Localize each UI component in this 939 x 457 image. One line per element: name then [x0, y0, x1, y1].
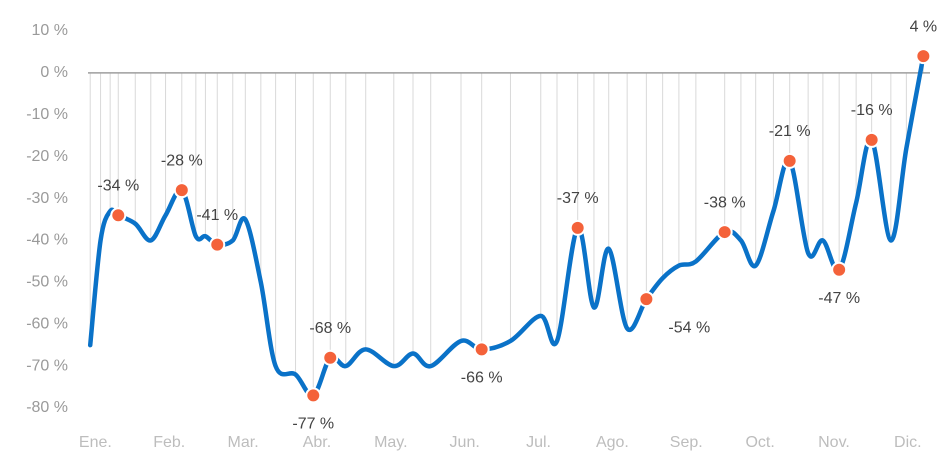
data-label: -77 %	[292, 416, 334, 433]
y-tick-label: -80 %	[26, 399, 68, 416]
marker	[781, 152, 798, 169]
x-tick-label: Ago.	[596, 434, 629, 451]
marker	[305, 387, 322, 404]
x-tick-label: May.	[374, 434, 407, 451]
data-label: -41 %	[196, 207, 238, 224]
data-label: -47 %	[818, 290, 860, 307]
x-tick-label: Jun.	[450, 434, 480, 451]
x-tick-label: Sep.	[670, 434, 703, 451]
y-tick-label: 10 %	[32, 22, 68, 39]
marker	[638, 291, 655, 308]
y-tick-label: -40 %	[26, 232, 68, 249]
x-tick-label: Jul.	[526, 434, 551, 451]
x-tick-label: Mar.	[228, 434, 259, 451]
data-label: -34 %	[97, 178, 139, 195]
marker	[569, 219, 586, 236]
data-label: -54 %	[668, 319, 710, 336]
y-tick-label: -70 %	[26, 357, 68, 374]
data-label: -38 %	[704, 194, 746, 211]
marker	[831, 261, 848, 278]
marker	[863, 131, 880, 148]
line	[87, 53, 926, 398]
data-label: -16 %	[851, 102, 893, 119]
marker	[209, 236, 226, 253]
x-tick-label: Oct.	[745, 434, 774, 451]
x-tick-label: Nov.	[818, 434, 850, 451]
marker	[173, 182, 190, 199]
x-tick-label: Abr.	[303, 434, 331, 451]
marker	[322, 349, 339, 366]
data-label: -37 %	[557, 190, 599, 207]
data-label: 4 %	[910, 18, 938, 35]
y-tick-label: -10 %	[26, 106, 68, 123]
marker	[110, 207, 127, 224]
marker	[915, 48, 932, 65]
marker	[716, 224, 733, 241]
marker	[473, 341, 490, 358]
x-tick-label: Ene.	[79, 434, 112, 451]
data-label: -21 %	[769, 123, 811, 140]
y-tick-label: -50 %	[26, 274, 68, 291]
y-tick-label: -60 %	[26, 315, 68, 332]
data-label: -28 %	[161, 152, 203, 169]
y-tick-label: -30 %	[26, 190, 68, 207]
x-tick-label: Feb.	[153, 434, 185, 451]
y-tick-label: -20 %	[26, 148, 68, 165]
data-label: -68 %	[309, 320, 351, 337]
y-tick-label: 0 %	[40, 64, 68, 81]
x-tick-label: Dic.	[894, 434, 922, 451]
data-label: -66 %	[461, 370, 503, 387]
